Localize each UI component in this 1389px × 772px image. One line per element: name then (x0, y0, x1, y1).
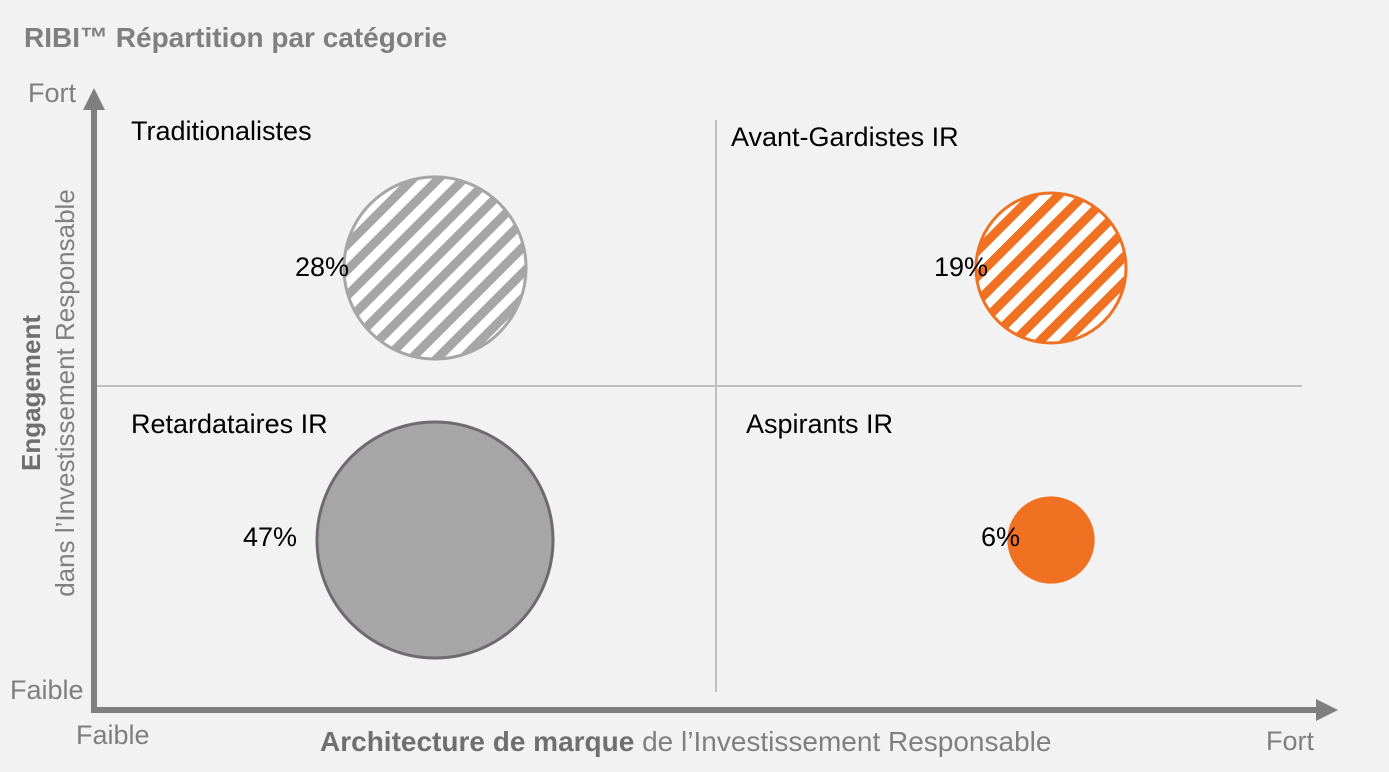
x-axis-label: Architecture de marque de l’Investisseme… (320, 726, 1051, 758)
y-axis-label: Engagement dans l’Investissement Respons… (14, 133, 82, 653)
value-label-retardataires: 47% (243, 522, 298, 552)
x-axis-arrow (1316, 699, 1338, 721)
x-axis-low-label: Faible (76, 720, 150, 750)
bubble-retardataires-ir (315, 420, 555, 660)
value-label-traditionalistes: 28% (295, 252, 350, 282)
quadrant-label-aspirants: Aspirants IR (746, 409, 894, 439)
x-axis-high-label: Fort (1266, 726, 1315, 756)
bubble-avant-gardistes-ir (974, 191, 1128, 345)
quadrant-label-retardataires: Retardataires IR (131, 409, 328, 439)
y-axis-label-bold: Engagement (16, 314, 46, 472)
quadrant-label-traditionalistes: Traditionalistes (131, 116, 312, 146)
y-axis-low-label: Faible (10, 675, 84, 705)
value-label-aspirants: 6% (981, 522, 1021, 552)
y-axis-label-rest: dans l’Investissement Responsable (50, 189, 80, 597)
value-label-avant-gardistes: 19% (934, 252, 989, 282)
x-axis-label-rest: de l’Investissement Responsable (634, 726, 1052, 757)
x-axis-label-bold: Architecture de marque (320, 726, 635, 757)
bubble-aspirants-ir (1007, 496, 1095, 584)
quadrant-label-avant-gardistes: Avant-Gardistes IR (731, 122, 959, 152)
y-axis-high-label: Fort (28, 78, 77, 108)
bubble-traditionalistes (342, 175, 528, 361)
chart-title: RIBI™ Répartition par catégorie (24, 22, 448, 53)
y-axis-arrow (83, 88, 105, 110)
